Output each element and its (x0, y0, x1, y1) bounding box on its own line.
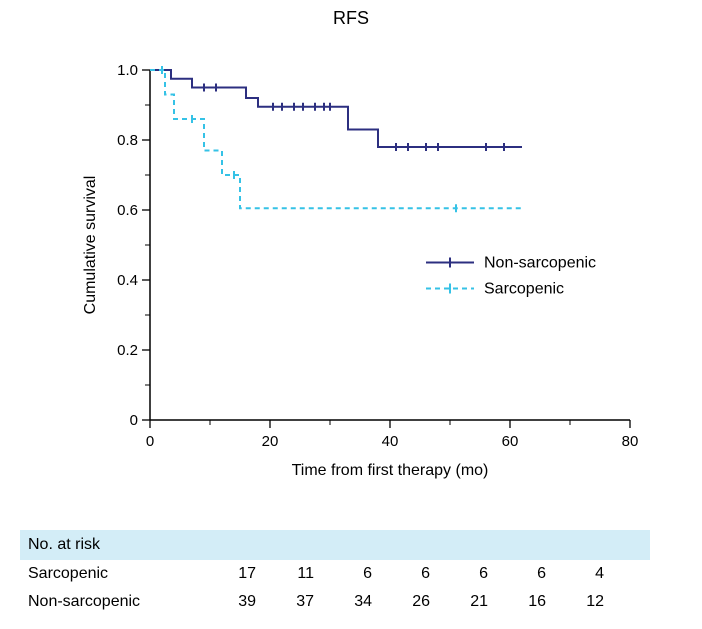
km-chart: 0 20 40 60 80 0 0.2 0.4 0.6 0.8 1.0 Time from first… (0, 40, 702, 490)
y-tick-label: 0 (130, 412, 138, 429)
y-tick-label: 0.8 (117, 132, 138, 149)
risk-cell: 37 (256, 593, 314, 611)
risk-cell: 6 (314, 565, 372, 583)
figure-container: RFS 0 20 40 60 80 0 0.2 0.4 0.6 0.8 1.0 Time from f… (0, 0, 702, 629)
risk-cell: 34 (314, 593, 372, 611)
legend-label: Non-sarcopenic (484, 255, 596, 272)
x-tick-label: 60 (502, 433, 519, 450)
risk-cell: 6 (488, 565, 546, 583)
risk-cell: 12 (546, 593, 604, 611)
risk-cell: 11 (256, 565, 314, 583)
km-line-0 (150, 70, 522, 147)
risk-cell: 6 (372, 565, 430, 583)
risk-cell: 6 (430, 565, 488, 583)
x-tick-label: 80 (622, 433, 639, 450)
y-tick-label: 1.0 (117, 62, 138, 79)
y-tick-label: 0.2 (117, 342, 138, 359)
risk-cell: 21 (430, 593, 488, 611)
legend-label: Sarcopenic (484, 281, 564, 298)
risk-row: Non-sarcopenic39373426211612 (20, 588, 650, 616)
risk-table: No. at risk Sarcopenic171166664Non-sarco… (20, 530, 650, 616)
risk-table-header: No. at risk (20, 530, 650, 560)
risk-cell: 4 (546, 565, 604, 583)
risk-cell: 17 (198, 565, 256, 583)
x-tick-label: 20 (262, 433, 279, 450)
y-axis-label: Cumulative survival (82, 176, 99, 315)
x-tick-label: 0 (146, 433, 154, 450)
risk-cell: 16 (488, 593, 546, 611)
y-tick-label: 0.6 (117, 202, 138, 219)
risk-row-label: Sarcopenic (20, 565, 198, 583)
x-tick-label: 40 (382, 433, 399, 450)
x-axis-label: Time from first therapy (mo) (292, 462, 489, 479)
chart-title: RFS (0, 8, 702, 29)
risk-row: Sarcopenic171166664 (20, 560, 650, 588)
risk-cell: 39 (198, 593, 256, 611)
risk-row-label: Non-sarcopenic (20, 593, 198, 611)
km-line-1 (150, 70, 522, 208)
risk-cell: 26 (372, 593, 430, 611)
y-tick-label: 0.4 (117, 272, 138, 289)
